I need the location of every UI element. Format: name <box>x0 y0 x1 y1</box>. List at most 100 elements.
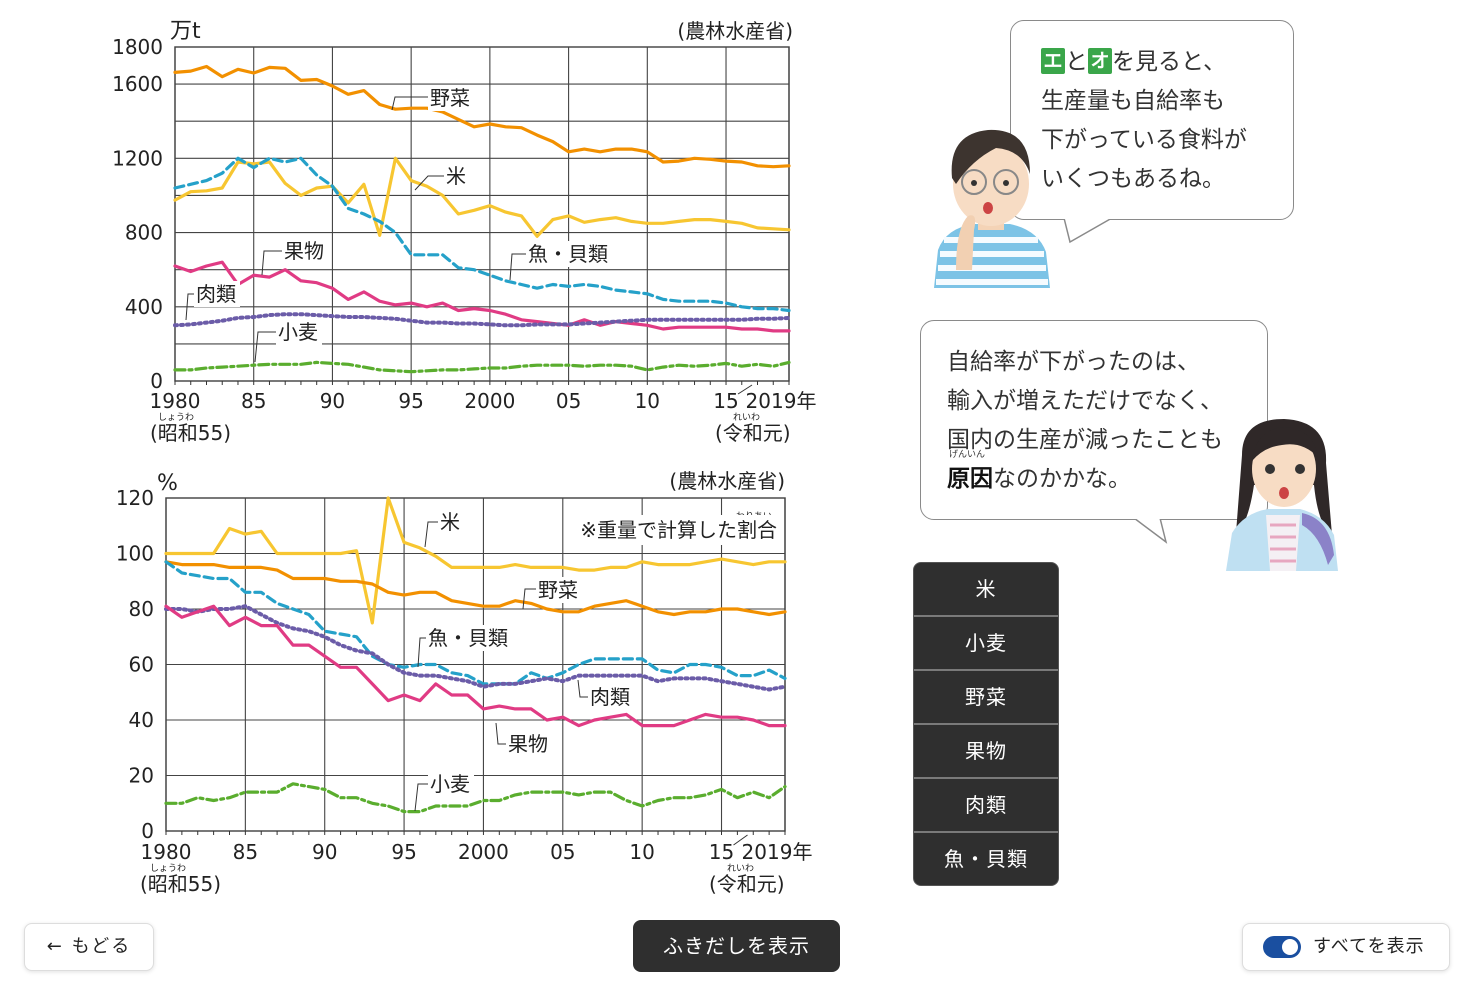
bubble-tail-girl <box>1133 514 1168 544</box>
series-label-leader <box>261 250 284 276</box>
x-tick-label: 2019年 <box>746 389 817 413</box>
series-label-bg <box>438 509 463 535</box>
series-label: 小麦 <box>278 320 318 344</box>
food-filter-panel: 米 小麦 野菜 果物 肉類 魚・貝類 <box>913 562 1059 886</box>
show-bubbles-button[interactable]: ふきだしを表示 <box>633 920 840 972</box>
x-tick-label: 1980 <box>150 389 201 413</box>
series-label-leader <box>414 783 430 812</box>
back-button[interactable]: ← もどる <box>24 923 154 971</box>
x-tick-leader <box>733 834 748 846</box>
series-label: 野菜 <box>538 578 578 602</box>
y-tick-label: 400 <box>125 295 163 319</box>
x-tick-label: 15 <box>713 389 738 413</box>
chart-source: (農林水産省) <box>669 469 785 493</box>
x-start-ruby: しょうわ <box>158 412 194 423</box>
series-label-bg <box>426 625 514 651</box>
y-axis-unit: % <box>157 471 178 496</box>
filter-rice-button[interactable]: 米 <box>914 563 1058 617</box>
series-label-bg <box>282 238 328 264</box>
bubble-line: 国内の生産が減ったことも <box>947 427 1223 453</box>
series-label: 肉類 <box>590 685 630 709</box>
series-line <box>173 360 791 374</box>
chart-series <box>173 64 791 374</box>
bubble-text: と <box>1065 49 1088 75</box>
series-label-leader <box>495 722 508 745</box>
chart-production: 万t (農林水産省) 0 400 800 1200 1600 1800 1980 85 90 9… <box>112 19 817 445</box>
series-label-bg <box>428 771 474 797</box>
bubble-line: エとオを見ると、 <box>1041 43 1273 82</box>
series-label-leader <box>254 331 278 363</box>
x-tick-label: 2000 <box>464 389 515 413</box>
series-line <box>173 260 791 333</box>
series-label: 肉類 <box>196 282 236 306</box>
series-label: 果物 <box>284 239 324 263</box>
speech-bubble-boy: エとオを見ると、 生産量も自給率も 下がっている食料が いくつもあるね。 <box>1010 20 1294 220</box>
bubble-line: 下がっている食料が <box>1041 127 1247 153</box>
series-label-bg <box>526 241 614 267</box>
x-tick-label: 95 <box>391 840 416 864</box>
show-all-toggle[interactable] <box>1263 936 1301 958</box>
x-tick-label: 85 <box>241 389 266 413</box>
y-tick-label: 60 <box>129 653 154 677</box>
bubble-line: 輸入が増えただけでなく、 <box>947 388 1223 414</box>
x-tick-label: 05 <box>550 840 575 864</box>
bubble-line: いくつもあるね。 <box>1041 166 1225 192</box>
series-label-leader <box>577 679 590 698</box>
series-label: 小麦 <box>430 772 470 796</box>
boy-character-illustration <box>934 129 1050 288</box>
bubble-tail-boy <box>1063 214 1115 244</box>
toggle-knob <box>1282 939 1298 955</box>
chart-note-box: ※重量で計算した割合 <box>566 515 780 545</box>
tag-o: オ <box>1088 48 1112 74</box>
series-label-bg <box>536 577 582 603</box>
y-tick-label: 800 <box>125 221 163 245</box>
bubble-text: を見ると、 <box>1112 49 1227 75</box>
series-label-leader <box>417 637 428 668</box>
series-label-bg <box>506 731 552 757</box>
x-start-ruby: しょうわ <box>150 863 186 874</box>
series-label-bg <box>276 319 322 345</box>
x-tick-label: 90 <box>320 389 345 413</box>
series-line <box>173 64 791 169</box>
series-label: 野菜 <box>430 86 470 110</box>
x-tick-label: 95 <box>398 389 423 413</box>
x-tick-label: 05 <box>556 389 581 413</box>
series-label-bg <box>444 163 469 189</box>
x-end-era: (令和元) <box>715 421 791 445</box>
y-axis-ticks: 0 20 40 60 80 100 120 <box>116 486 154 843</box>
series-label: 魚・貝類 <box>428 626 508 650</box>
girl-character-illustration <box>1226 419 1338 571</box>
y-tick-label: 1600 <box>112 72 163 96</box>
x-axis-ticks: 1980 85 90 95 2000 05 10 15 2019年 <box>141 834 812 864</box>
chart-grid <box>165 497 786 835</box>
bubble-text: なのかかな。 <box>993 466 1131 492</box>
x-start-era: (昭和55) <box>140 872 221 896</box>
filter-meat-button[interactable]: 肉類 <box>914 779 1058 833</box>
series-label: 魚・貝類 <box>528 242 608 266</box>
series-label-leader <box>391 96 430 111</box>
series-label: 米 <box>440 510 460 534</box>
filter-seafood-button[interactable]: 魚・貝類 <box>944 847 1028 871</box>
x-tick-label: 1980 <box>141 840 192 864</box>
chart-series <box>164 496 787 814</box>
show-all-toggle-container[interactable]: すべてを表示 <box>1242 923 1450 971</box>
y-axis-ticks: 0 400 800 1200 1600 1800 <box>112 35 163 393</box>
x-end-ruby: れいわ <box>727 863 754 874</box>
x-axis-ticks: 1980 85 90 95 2000 05 10 15 2019年 <box>150 384 817 413</box>
series-label-leader <box>185 293 196 321</box>
series-label-bg <box>588 684 634 710</box>
show-all-label: すべてを表示 <box>1313 936 1425 957</box>
filter-wheat-button[interactable]: 小麦 <box>914 617 1058 671</box>
filter-vegetables-button[interactable]: 野菜 <box>914 671 1058 725</box>
x-tick-label: 90 <box>312 840 337 864</box>
filter-fruit-button[interactable]: 果物 <box>914 725 1058 779</box>
plot-frame <box>174 46 790 382</box>
y-tick-label: 120 <box>116 486 154 510</box>
chart-self-sufficiency: % (農林水産省) わりあい ※重量で計算した割合 02040608010012… <box>116 469 813 896</box>
y-tick-label: 100 <box>116 542 154 566</box>
series-line <box>173 156 791 238</box>
bubble-line: げんいん 原因なのかかな。 <box>947 450 1247 499</box>
y-tick-label: 0 <box>150 369 163 393</box>
